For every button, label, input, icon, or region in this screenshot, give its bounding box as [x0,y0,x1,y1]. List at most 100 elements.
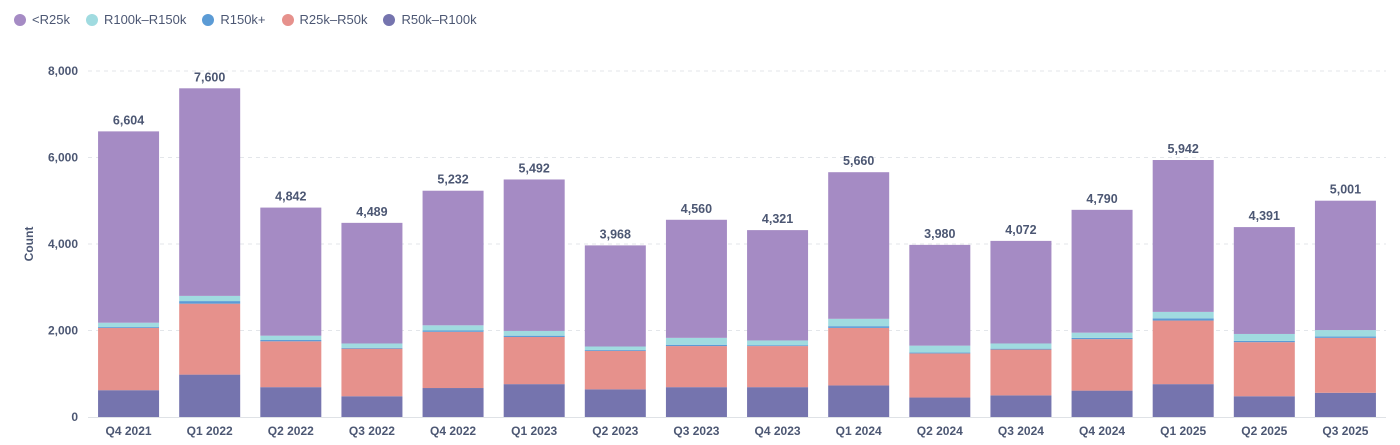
bar-segment[interactable] [1152,384,1214,417]
total-label: 5,660 [843,154,874,168]
legend-item[interactable]: R50k–R100k [383,12,477,27]
bar-segment[interactable] [341,343,403,348]
bar-segment[interactable] [98,327,160,328]
bar-segment[interactable] [503,179,565,331]
bar-segment[interactable] [990,240,1052,344]
bar-segment[interactable] [828,326,890,328]
bar-segment[interactable] [503,335,565,337]
bar-segment[interactable] [990,343,1052,349]
legend-item[interactable]: R100k–R150k [85,12,187,27]
bar-segment[interactable] [828,327,890,386]
bar-segment[interactable] [1314,337,1376,393]
bar-segment[interactable] [1233,333,1295,341]
bar-segment[interactable] [98,131,160,323]
bar-segment[interactable] [909,244,971,346]
bar-segment[interactable] [1314,392,1376,417]
legend-item[interactable]: R150k+ [202,12,266,27]
bar-segment[interactable] [909,397,971,417]
bar-segment[interactable] [179,301,241,304]
bar-segment[interactable] [584,389,646,417]
bar-segment[interactable] [503,330,565,336]
x-tick-label: Q1 2025 [1160,424,1206,438]
legend-label: R100k–R150k [103,12,187,27]
bar-segment[interactable] [584,350,646,390]
bar-segment[interactable] [1152,311,1214,319]
bar-segment[interactable] [1152,318,1214,321]
bar-segment[interactable] [584,346,646,350]
bar-segment[interactable] [1071,209,1133,333]
bar-segment[interactable] [98,327,160,391]
bar-segment[interactable] [179,374,241,417]
legend-item[interactable]: <R25k [14,12,70,27]
bar-segment[interactable] [1233,396,1295,417]
bar-segment[interactable] [179,303,241,375]
bar-segment[interactable] [1071,337,1133,340]
bar-segment[interactable] [1314,336,1376,338]
bar-segment[interactable] [665,344,727,347]
bar-segment[interactable] [503,336,565,385]
bar-segment[interactable] [747,346,809,388]
y-axis: 0 2,000 4,000 6,000 8,000 [48,64,78,424]
bar-segment[interactable] [990,349,1052,396]
bar-segment[interactable] [828,385,890,417]
bar-segment[interactable] [1233,340,1295,343]
bar-segment[interactable] [909,345,971,353]
bar-segment[interactable] [422,388,484,417]
x-tick-label: Q4 2023 [755,424,801,438]
bar-segment[interactable] [665,219,727,338]
bar-segment[interactable] [990,348,1052,350]
legend-item[interactable]: R25k–R50k [281,12,367,27]
bar-segment[interactable] [665,337,727,345]
bar-segment[interactable] [341,396,403,417]
bar-segment[interactable] [1071,390,1133,417]
legend-dot [383,13,396,26]
legend-dot [281,13,294,26]
total-label: 3,968 [600,227,631,241]
bar-segment[interactable] [260,207,322,336]
bar-segment[interactable] [341,222,403,344]
bar-segment[interactable] [747,340,809,346]
bar-segment[interactable] [1152,160,1214,312]
bar-segment[interactable] [260,341,322,388]
bar-segment[interactable] [1071,332,1133,338]
bars [98,88,1376,417]
bar-segment[interactable] [260,340,322,342]
bar-segment[interactable] [584,349,646,351]
bar-segment[interactable] [422,325,484,331]
bar-segment[interactable] [1071,339,1133,391]
bar-segment[interactable] [341,347,403,349]
bar-segment[interactable] [260,387,322,417]
bar-segment[interactable] [747,230,809,341]
bar-segment[interactable] [990,395,1052,417]
bar-segment[interactable] [1233,227,1295,334]
bar-segment[interactable] [1152,320,1214,385]
bar-segment[interactable] [1233,342,1295,397]
bar-segment[interactable] [341,348,403,397]
legend: <R25k R100k–R150k R150k+ R25k–R50k R50k–R100… [14,12,477,27]
bar-segment[interactable] [665,346,727,388]
x-tick-label: Q3 2022 [349,424,395,438]
bar-segment[interactable] [1314,330,1376,337]
bar-segment[interactable] [909,353,971,398]
bar-segment[interactable] [503,384,565,417]
bar-segment[interactable] [422,331,484,389]
bar-segment[interactable] [584,245,646,347]
bar-segment[interactable] [828,172,890,319]
bar-segment[interactable] [98,390,160,417]
bar-segment[interactable] [422,190,484,326]
legend-label: R50k–R100k [401,12,477,27]
bar-segment[interactable] [1314,200,1376,331]
total-label: 4,391 [1249,209,1280,223]
bar-segment[interactable] [909,352,971,354]
bar-segment[interactable] [828,318,890,327]
bar-segment[interactable] [747,345,809,347]
bar-segment[interactable] [260,335,322,341]
bar-segment[interactable] [665,387,727,417]
bar-segment[interactable] [179,88,241,296]
bar-segment[interactable] [98,322,160,328]
bar-segment[interactable] [422,330,484,332]
bar-segment[interactable] [747,387,809,417]
total-label: 4,321 [762,212,793,226]
bar-segment[interactable] [179,295,241,302]
x-tick-label: Q3 2025 [1322,424,1368,438]
